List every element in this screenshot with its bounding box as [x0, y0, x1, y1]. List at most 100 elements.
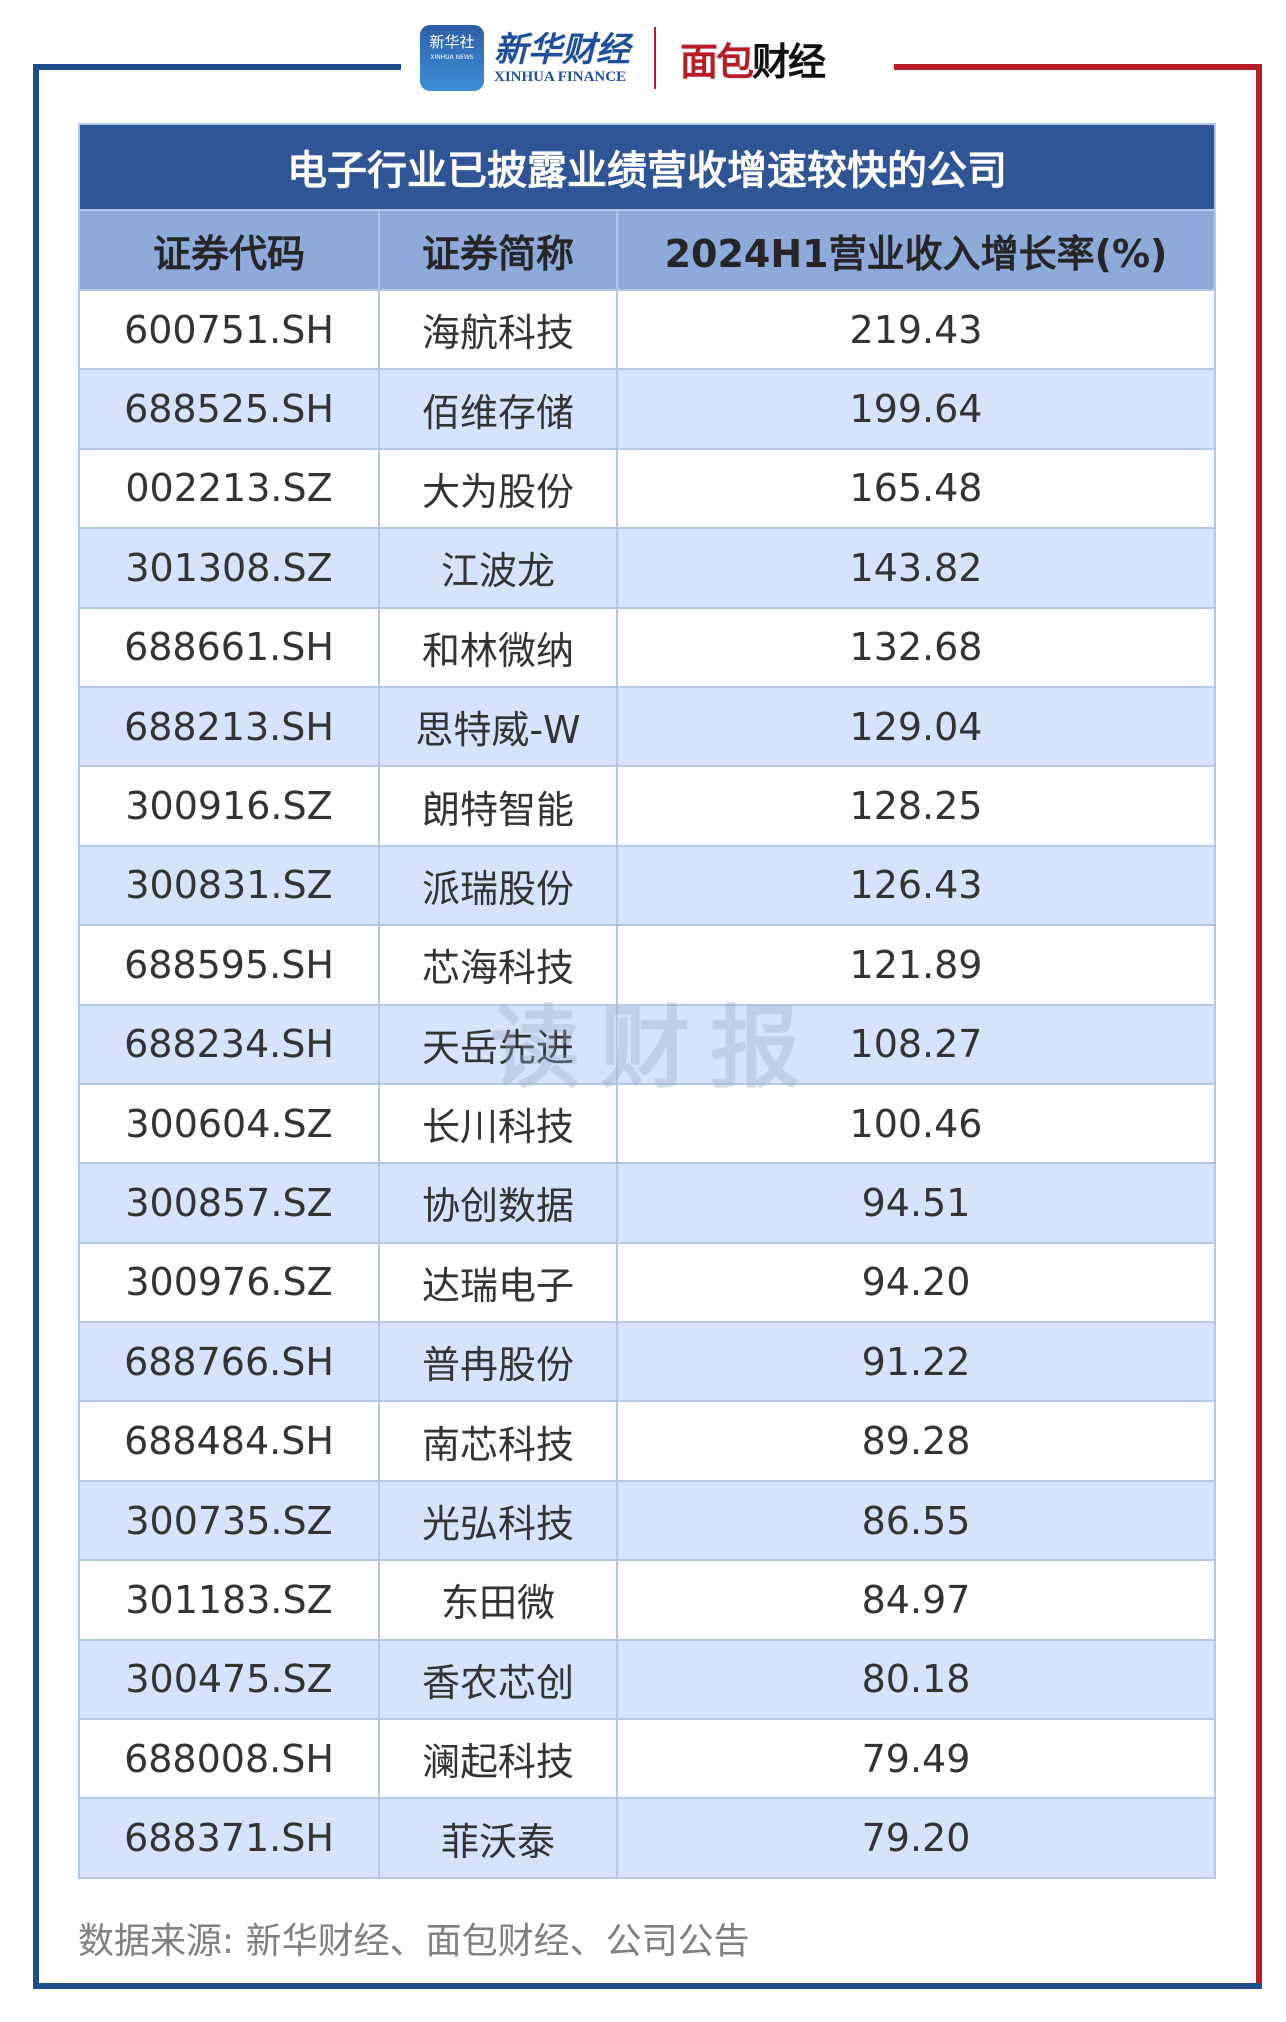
- table-row: 300475.SZ 香农芯创 80.18: [80, 1638, 1214, 1719]
- cell-code: 002213.SZ: [80, 449, 380, 528]
- mianbao-finance-logo: 面包财经: [680, 31, 826, 86]
- cell-name: 天岳先进: [380, 1005, 618, 1083]
- table-title: 电子行业已披露业绩营收增速较快的公司: [80, 125, 1214, 209]
- cell-code: 301183.SZ: [80, 1561, 380, 1639]
- cell-growth: 89.28: [861, 1419, 971, 1464]
- cell-name: 达瑞电子: [380, 1243, 618, 1322]
- table-row: 688766.SH 普冉股份 91.22: [80, 1321, 1214, 1401]
- frame-bottom-border: [33, 1983, 1262, 1989]
- cell-growth: 79.49: [861, 1736, 971, 1781]
- cell-code: 300916.SZ: [80, 767, 380, 845]
- cell-growth: 79.20: [861, 1816, 971, 1861]
- cell-name: 光弘科技: [380, 1481, 618, 1560]
- cell-growth: 165.48: [849, 466, 983, 511]
- table-row: 301308.SZ 江波龙 143.82: [80, 527, 1214, 607]
- table-header-row: 证券代码 证券简称 2024H1营业收入增长率(%): [80, 209, 1214, 289]
- mianbao-logo-a: 面包: [680, 39, 754, 84]
- logo-divider: [654, 27, 656, 89]
- cell-code: 688371.SH: [80, 1799, 380, 1877]
- cell-code: 300604.SZ: [80, 1084, 380, 1163]
- cell-growth: 108.27: [849, 1022, 983, 1067]
- table-row: 300857.SZ 协创数据 94.51: [80, 1162, 1214, 1242]
- cell-name: 大为股份: [380, 449, 618, 528]
- data-source-note: 数据来源: 新华财经、面包财经、公司公告: [78, 1921, 750, 1962]
- cell-name: 思特威-W: [380, 687, 618, 766]
- table-row: 300604.SZ 长川科技 100.46: [80, 1082, 1214, 1163]
- table-row: 300916.SZ 朗特智能 128.25: [80, 765, 1214, 845]
- cell-code: 688213.SH: [80, 687, 380, 766]
- table-row: 688371.SH 菲沃泰 79.20: [80, 1797, 1214, 1877]
- xinhua-news-logo: 新华社 XINHUA NEWS: [420, 25, 484, 91]
- xinhua-badge-text: 新华社: [429, 33, 475, 51]
- cell-code: 300976.SZ: [80, 1243, 380, 1322]
- cell-name: 东田微: [380, 1561, 618, 1639]
- cell-code: 688766.SH: [80, 1323, 380, 1401]
- cell-code: 688525.SH: [80, 370, 380, 448]
- cell-name: 派瑞股份: [380, 846, 618, 925]
- xinhua-finance-cn: 新华财经: [494, 29, 630, 70]
- mianbao-logo-b: 财经: [752, 39, 826, 84]
- cell-name: 南芯科技: [380, 1402, 618, 1480]
- cell-name: 和林微纳: [380, 608, 618, 686]
- table-row: 688484.SH 南芯科技 89.28: [80, 1400, 1214, 1480]
- cell-code: 300475.SZ: [80, 1640, 380, 1719]
- table-row: 688213.SH 思特威-W 129.04: [80, 685, 1214, 766]
- cell-growth: 94.51: [861, 1180, 971, 1225]
- frame-top-red-border: [894, 64, 1262, 70]
- cell-name: 芯海科技: [380, 926, 618, 1004]
- table-row: 688234.SH 天岳先进 108.27: [80, 1003, 1214, 1083]
- table-row: 688595.SH 芯海科技 121.89: [80, 924, 1214, 1004]
- cell-code: 688595.SH: [80, 926, 380, 1004]
- cell-name: 澜起科技: [380, 1720, 618, 1798]
- cell-growth: 126.43: [849, 863, 983, 908]
- logo-bar: 新华社 XINHUA NEWS 新华财经 XINHUA FINANCE 面包财经: [420, 22, 826, 94]
- cell-growth: 132.68: [849, 625, 983, 670]
- cell-name: 协创数据: [380, 1164, 618, 1242]
- cell-growth: 199.64: [849, 387, 983, 432]
- cell-name: 朗特智能: [380, 767, 618, 845]
- cell-code: 688234.SH: [80, 1005, 380, 1083]
- cell-name: 香农芯创: [380, 1640, 618, 1719]
- cell-name: 海航科技: [380, 291, 618, 369]
- cell-code: 688484.SH: [80, 1402, 380, 1480]
- xinhua-finance-logo: 新华财经 XINHUA FINANCE: [494, 31, 630, 86]
- cell-name: 长川科技: [380, 1084, 618, 1163]
- cell-code: 301308.SZ: [80, 529, 380, 607]
- cell-growth: 121.89: [849, 942, 983, 987]
- frame-right-border: [1256, 64, 1262, 1989]
- cell-growth: 100.46: [849, 1101, 983, 1146]
- cell-name: 佰维存储: [380, 370, 618, 448]
- xinhua-finance-en: XINHUA FINANCE: [494, 68, 627, 85]
- frame-left-border: [33, 64, 39, 1989]
- frame-top-blue-border: [33, 64, 401, 70]
- cell-name: 普冉股份: [380, 1323, 618, 1401]
- header-growth: 2024H1营业收入增长率(%): [664, 231, 1168, 276]
- cell-growth: 84.97: [861, 1577, 971, 1622]
- cell-code: 688661.SH: [80, 608, 380, 686]
- table-row: 301183.SZ 东田微 84.97: [80, 1559, 1214, 1639]
- cell-growth: 143.82: [849, 545, 983, 590]
- header-name: 证券简称: [380, 211, 618, 289]
- header-code: 证券代码: [80, 211, 380, 289]
- cell-code: 300857.SZ: [80, 1164, 380, 1242]
- table-row: 688661.SH 和林微纳 132.68: [80, 606, 1214, 686]
- cell-code: 688008.SH: [80, 1720, 380, 1798]
- table-row: 688525.SH 佰维存储 199.64: [80, 368, 1214, 448]
- cell-code: 600751.SH: [80, 291, 380, 369]
- cell-growth: 80.18: [861, 1657, 971, 1702]
- table-row: 300976.SZ 达瑞电子 94.20: [80, 1241, 1214, 1322]
- table-row: 600751.SH 海航科技 219.43: [80, 289, 1214, 369]
- table-row: 300831.SZ 派瑞股份 126.43: [80, 844, 1214, 925]
- cell-growth: 91.22: [861, 1339, 971, 1384]
- table-row: 300735.SZ 光弘科技 86.55: [80, 1479, 1214, 1560]
- cell-growth: 128.25: [849, 784, 983, 829]
- cell-growth: 94.20: [861, 1260, 971, 1305]
- cell-growth: 129.04: [849, 704, 983, 749]
- cell-code: 300831.SZ: [80, 846, 380, 925]
- cell-growth: 219.43: [849, 307, 983, 352]
- table-row: 688008.SH 澜起科技 79.49: [80, 1718, 1214, 1798]
- data-table: 电子行业已披露业绩营收增速较快的公司 证券代码 证券简称 2024H1营业收入增…: [78, 123, 1216, 1879]
- xinhua-badge-sub: XINHUA NEWS: [430, 54, 474, 61]
- cell-name: 菲沃泰: [380, 1799, 618, 1877]
- cell-name: 江波龙: [380, 529, 618, 607]
